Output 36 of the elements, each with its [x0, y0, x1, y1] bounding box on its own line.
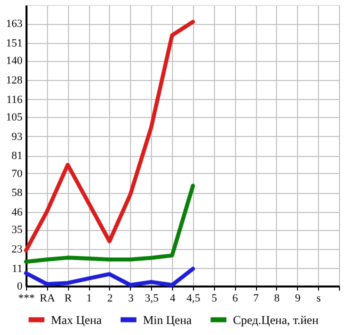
x-tick-label: 3	[128, 292, 134, 304]
x-tick-label: 1	[86, 292, 92, 304]
x-tick-label: 8	[274, 292, 280, 304]
y-tick-label: 0	[17, 280, 23, 292]
legend-label: Min Цена	[143, 312, 192, 327]
x-tick-label: 2	[107, 292, 113, 304]
y-tick-label: 11	[12, 262, 22, 275]
y-tick-label: 140	[6, 55, 23, 68]
x-tick-label: 3,5	[144, 292, 160, 304]
x-tick-label: s	[316, 292, 321, 304]
line-series	[24, 20, 195, 252]
x-tick-label: 4	[170, 292, 176, 304]
x-tick-label: R	[64, 292, 73, 304]
x-tick-label: 7	[253, 292, 260, 304]
y-tick-label: 128	[6, 74, 23, 87]
y-tick-label: 163	[6, 18, 23, 30]
x-tick-label: RA	[40, 292, 56, 304]
x-tick-label: ***	[18, 292, 35, 304]
y-tick-label: 151	[6, 38, 22, 50]
y-tick-label: 23	[12, 243, 23, 256]
legend-label: Сред.Цена, т.йен	[233, 312, 320, 327]
y-tick-label: 93	[12, 130, 23, 143]
y-tick-label: 81	[12, 150, 22, 162]
x-tick-label: 5	[212, 292, 218, 304]
line-series	[24, 184, 195, 264]
x-tick-label: 9	[295, 292, 302, 304]
line-series	[24, 266, 195, 288]
legend-label: Max Цена	[51, 312, 102, 327]
y-tick-label: 46	[12, 206, 23, 218]
y-tick-label: 58	[12, 187, 23, 200]
y-tick-label: 35	[12, 224, 23, 236]
y-tick-label: 105	[6, 112, 23, 124]
y-tick-label: 116	[6, 94, 23, 106]
x-tick-label: 4,5	[186, 292, 201, 304]
x-tick-label: 6	[232, 292, 238, 304]
y-tick-label: 70	[12, 168, 23, 180]
